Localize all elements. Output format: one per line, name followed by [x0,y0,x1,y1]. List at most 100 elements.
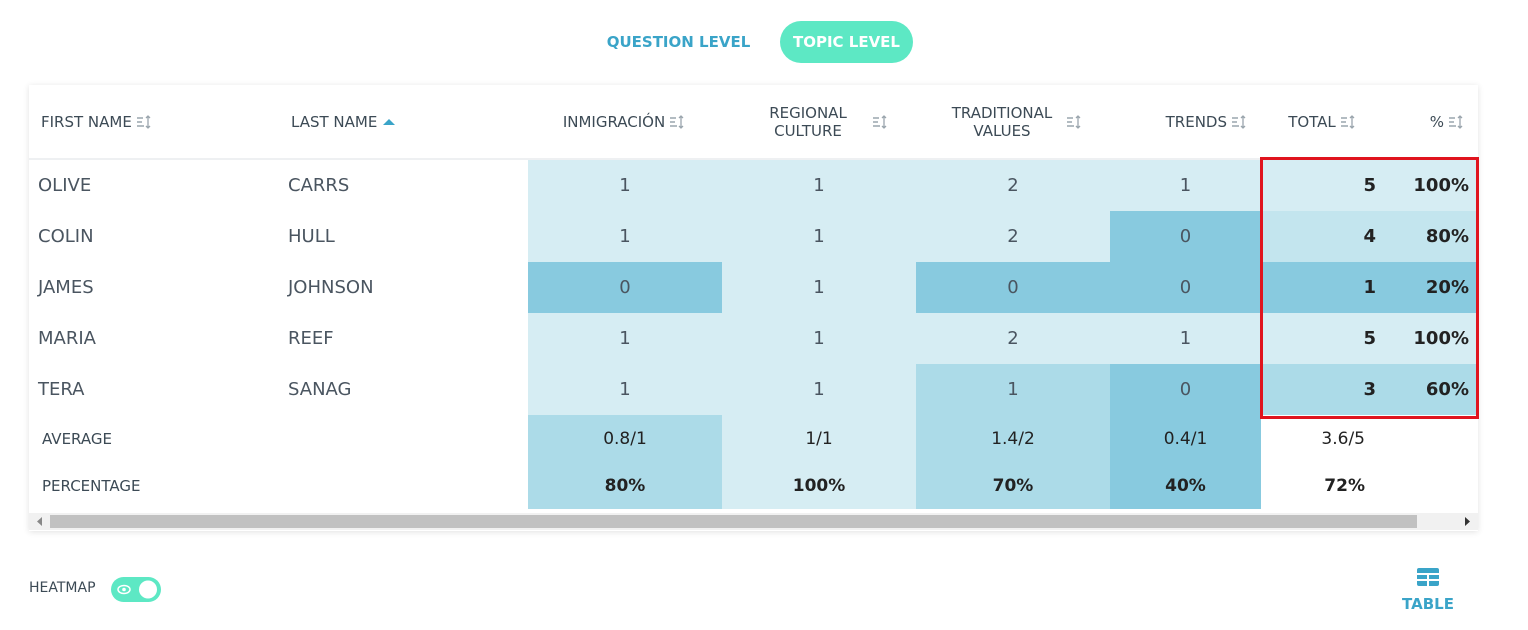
table-row: JAMES JOHNSON 0 1 0 0 1 20% [29,262,1478,313]
sort-icon[interactable] [1231,114,1249,130]
heatmap-toggle[interactable] [111,577,162,602]
score-cell: 0 [1110,211,1261,262]
score-cell: 1 [528,159,722,211]
table-icon[interactable] [1416,567,1440,587]
summary-cell: 0.4/1 [1110,415,1261,462]
score-cell: 1 [528,211,722,262]
sort-icon[interactable] [1066,114,1084,130]
summary-cell: 80% [528,462,722,509]
column-header[interactable]: INMIGRACIÓN [528,85,722,160]
score-cell: 2 [916,159,1110,211]
header-text: LAST NAME [291,112,378,131]
sort-icon[interactable] [1340,114,1358,130]
table-row: OLIVE CARRS 1 1 2 1 5 100% [29,159,1478,211]
tab-question-level[interactable]: QUESTION LEVEL [606,33,751,51]
score-cell: 1 [1110,159,1261,211]
summary-row: AVERAGE 0.8/1 1/1 1.4/2 0.4/1 3.6/5 [29,415,1478,462]
header-text: TRENDS [1165,112,1227,131]
header-text: % [1429,112,1444,131]
summary-label: PERCENTAGE [42,476,141,495]
summary-cell: 3.6/5 [1321,428,1365,449]
header-row: FIRST NAME LAST NAME INMIGRACIÓN REGIONAL C… [29,85,1478,160]
score-cell: 3 [1261,364,1385,415]
heatmap-label: HEATMAP [29,580,96,596]
score-cell: 5 [1261,313,1385,364]
name-cell: JOHNSON [288,277,374,298]
empty-cell [1385,415,1478,462]
scrollbar[interactable] [29,513,1478,530]
column-header[interactable]: LAST NAME [279,85,528,160]
score-cell: 1 [916,364,1110,415]
header-text: TRADITIONAL VALUES [951,103,1053,140]
name-cell: OLIVE [38,175,92,196]
summary-row: PERCENTAGE 80% 100% 70% 40% 72% [29,462,1478,509]
column-header[interactable]: FIRST NAME [29,85,279,160]
summary-cell: 72% [1324,475,1365,496]
score-cell: 60% [1385,364,1478,415]
header-text: FIRST NAME [41,112,132,131]
score-cell: 0 [916,262,1110,313]
score-cell: 1 [1261,262,1385,313]
name-cell: TERA [38,379,85,400]
summary-cell: 0.8/1 [528,415,722,462]
scroll-thumb[interactable] [50,515,1417,528]
empty-cell [279,415,528,462]
score-cell: 1 [722,364,916,415]
score-cell: 1 [722,159,916,211]
summary-cell: 100% [722,462,916,509]
table-row: MARIA REEF 1 1 2 1 5 100% [29,313,1478,364]
name-cell: HULL [288,226,335,247]
table-row: TERA SANAG 1 1 1 0 3 60% [29,364,1478,415]
score-cell: 1 [722,262,916,313]
sort-icon[interactable] [872,114,890,130]
column-header[interactable]: TRENDS [1110,85,1261,160]
score-cell: 2 [916,211,1110,262]
scrollbar-graphic [37,515,1470,528]
score-cell: 1 [528,313,722,364]
empty-cell [1385,462,1478,509]
score-cell: 100% [1385,159,1478,211]
score-cell: 80% [1385,211,1478,262]
sort-icon[interactable] [136,114,154,130]
sort-asc-icon[interactable] [381,117,397,127]
column-header[interactable]: % [1385,85,1478,160]
table-card: FIRST NAME LAST NAME INMIGRACIÓN REGIONAL C… [29,85,1479,531]
sort-icon[interactable] [1448,114,1466,130]
name-cell: SANAG [288,379,352,400]
sort-icon[interactable] [669,114,687,130]
score-cell: 1 [722,211,916,262]
summary-label: AVERAGE [42,429,112,448]
score-cell: 2 [916,313,1110,364]
score-cell: 1 [722,313,916,364]
score-cell: 0 [1110,262,1261,313]
summary-cell: 40% [1110,462,1261,509]
scroll-right[interactable] [1465,517,1470,526]
scroll-left[interactable] [37,517,42,526]
name-cell: COLIN [38,226,94,247]
score-cell: 1 [528,364,722,415]
score-cell: 1 [1110,313,1261,364]
score-cell: 100% [1385,313,1478,364]
tab-topic-level[interactable]: TOPIC LEVEL [780,21,913,63]
column-header[interactable]: TOTAL [1261,85,1385,160]
score-cell: 0 [528,262,722,313]
summary-cell: 1.4/2 [916,415,1110,462]
table-button-label[interactable]: TABLE [1402,595,1454,613]
header-text: TOTAL [1288,112,1336,131]
summary-cell: 1/1 [722,415,916,462]
score-table: FIRST NAME LAST NAME INMIGRACIÓN REGIONAL C… [29,85,1478,509]
score-cell: 4 [1261,211,1385,262]
header-text: REGIONAL CULTURE [769,103,847,140]
score-cell: 20% [1385,262,1478,313]
column-header[interactable]: REGIONAL CULTURE [722,85,916,160]
column-header[interactable]: TRADITIONAL VALUES [916,85,1110,160]
table-row: COLIN HULL 1 1 2 0 4 80% [29,211,1478,262]
name-cell: MARIA [38,328,96,349]
score-cell: 0 [1110,364,1261,415]
summary-cell: 70% [916,462,1110,509]
name-cell: CARRS [288,175,350,196]
empty-cell [279,462,528,509]
name-cell: JAMES [38,277,94,298]
name-cell: REEF [288,328,334,349]
